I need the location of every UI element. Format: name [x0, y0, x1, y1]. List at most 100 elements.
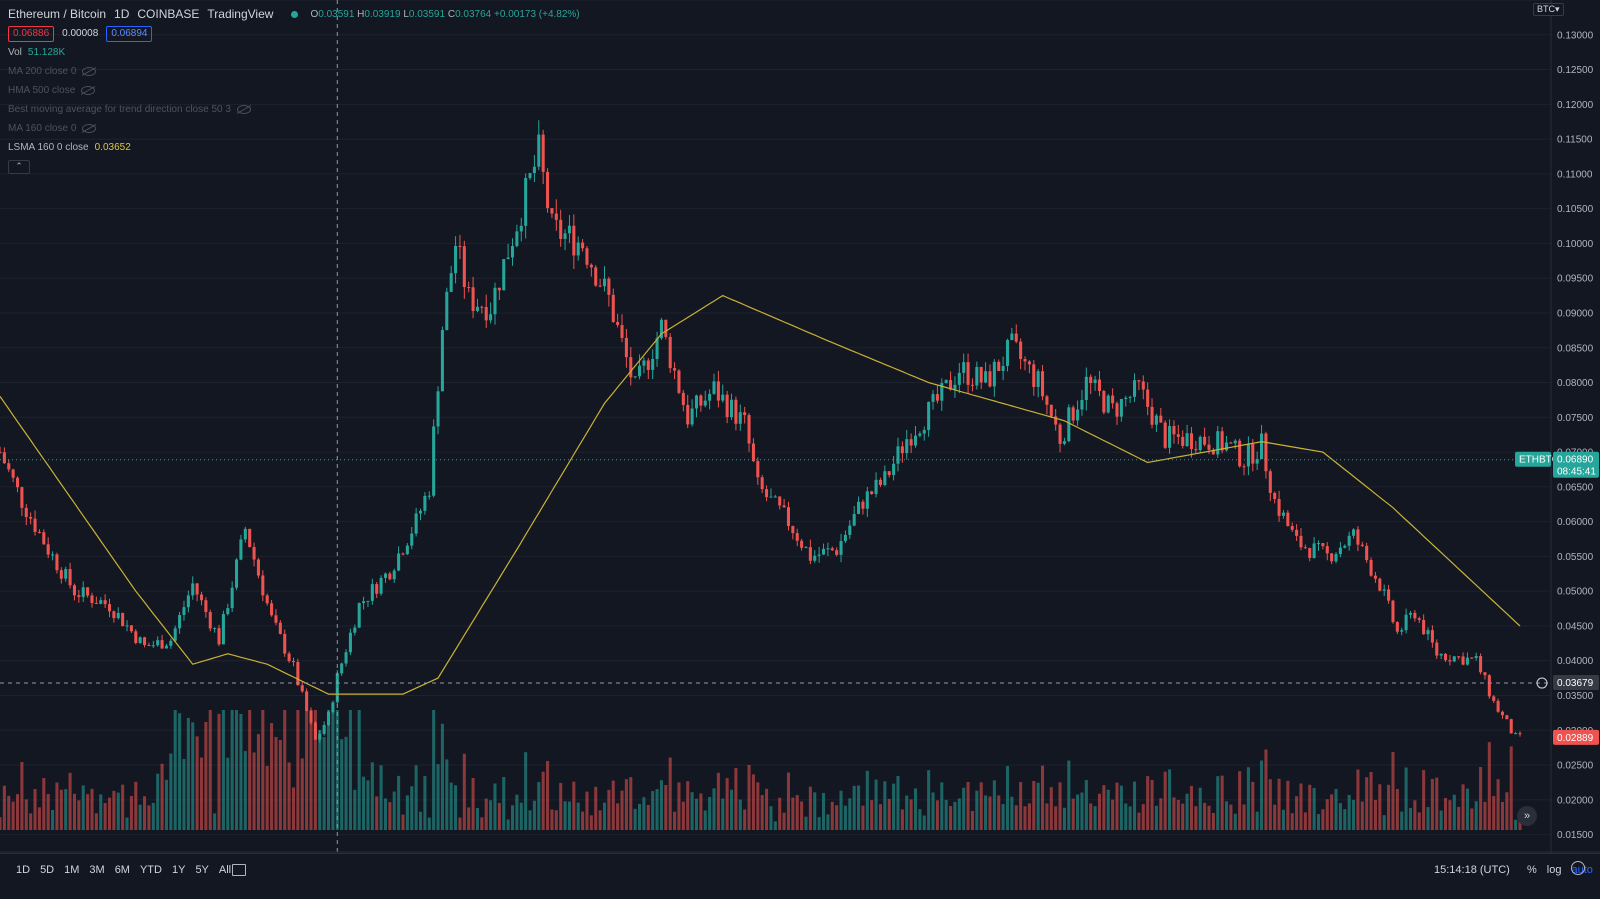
candle-body — [375, 584, 379, 594]
candle-body — [572, 225, 576, 256]
percent-scale-toggle[interactable]: % — [1527, 864, 1537, 876]
candle-body — [1251, 443, 1255, 464]
volume-bar — [984, 795, 988, 830]
utc-clock[interactable]: 15:14:18 (UTC) — [1434, 864, 1510, 876]
market-status-dot-icon — [291, 11, 299, 18]
volume-bar — [773, 821, 777, 830]
range-1m[interactable]: 1M — [64, 864, 80, 876]
candle-body — [15, 477, 20, 488]
volume-bar — [633, 808, 637, 830]
indicator-best-ma[interactable]: Best moving average for trend direction … — [8, 101, 580, 118]
volume-bar — [344, 736, 348, 830]
symbol-header[interactable]: Ethereum / Bitcoin 1D COINBASE TradingVi… — [8, 6, 580, 23]
candle-body — [791, 526, 795, 534]
volume-bar — [1041, 765, 1045, 830]
candle-body — [305, 691, 309, 711]
candle-body — [11, 469, 15, 478]
candle-body — [638, 365, 642, 377]
volume-bar — [143, 796, 147, 830]
candle-body — [1084, 376, 1088, 400]
scroll-to-realtime-button[interactable]: » — [1517, 806, 1537, 826]
candle-body — [821, 548, 826, 555]
volume-bar — [134, 781, 138, 830]
indicator-lsma160[interactable]: LSMA 160 0 close 0.03652 — [8, 142, 131, 153]
lsma-price-tag — [1553, 729, 1599, 745]
eye-hidden-icon[interactable] — [236, 105, 251, 114]
candle-body — [1049, 404, 1053, 417]
price-tick-label: 0.09000 — [1557, 308, 1594, 319]
volume-bar — [1102, 785, 1106, 830]
volume-bar — [64, 789, 68, 830]
volume-bar — [962, 787, 966, 830]
candle-body — [506, 257, 510, 260]
goto-date-icon[interactable] — [232, 864, 246, 876]
candle-body — [427, 495, 431, 497]
volume-bar — [1163, 771, 1167, 830]
sell-price-button[interactable]: 0.06886 — [8, 26, 55, 42]
candle-body — [734, 399, 738, 424]
volume-bar — [291, 787, 296, 830]
price-axis[interactable]: 0.13000 0.12500 0.12000 0.11500 0.11000 0.105… — [1557, 30, 1594, 841]
volume-bar — [445, 759, 449, 830]
volume-bar — [1444, 797, 1448, 830]
candle-body — [138, 637, 142, 643]
volume-bar — [616, 803, 620, 830]
volume-bar — [331, 710, 335, 830]
candle-body — [471, 287, 475, 311]
candle-body — [1076, 409, 1080, 421]
candle-body — [1176, 434, 1180, 437]
indicator-vol[interactable]: Vol 51.128K — [8, 47, 66, 58]
candle-body — [502, 259, 506, 291]
indicator-ma160[interactable]: MA 160 close 0 — [8, 120, 580, 137]
collapse-legend-button[interactable]: ⌃ — [8, 160, 30, 174]
candle-body — [1479, 655, 1483, 673]
buy-price-button[interactable]: 0.06894 — [106, 26, 153, 42]
candle-body — [1146, 389, 1150, 407]
add-alert-plus-icon[interactable] — [1536, 677, 1548, 689]
volume-bar — [454, 785, 458, 830]
range-all[interactable]: All — [218, 864, 232, 876]
interval[interactable]: 1D — [114, 7, 130, 21]
candle-body — [887, 471, 891, 476]
candle-body — [1229, 442, 1233, 444]
indicator-hma500[interactable]: HMA 500 close — [8, 82, 580, 99]
log-scale-toggle[interactable]: log — [1546, 864, 1562, 876]
volume-bar — [493, 783, 497, 830]
volume-bar — [265, 765, 269, 830]
candle-body — [143, 637, 147, 646]
candle-body — [664, 319, 668, 337]
settings-gear-icon[interactable] — [1571, 861, 1585, 875]
candle-body — [230, 587, 234, 609]
symbol-name[interactable]: Ethereum / Bitcoin — [8, 7, 107, 21]
candle-body — [1413, 612, 1417, 619]
range-1y[interactable]: 1Y — [171, 864, 186, 876]
candle-body — [1343, 545, 1347, 548]
volume-bar — [348, 710, 352, 830]
candle-body — [99, 600, 103, 604]
candle-body — [585, 248, 589, 265]
candle-body — [340, 663, 344, 674]
eye-hidden-icon[interactable] — [82, 124, 97, 133]
volume-bar — [375, 796, 379, 830]
price-tick-label: 0.04500 — [1557, 621, 1594, 632]
range-5d[interactable]: 5D — [40, 864, 55, 876]
candle-body — [121, 612, 125, 627]
candle-body — [1391, 600, 1395, 623]
volume-bar — [458, 817, 462, 830]
currency-button[interactable]: BTC▾ — [1533, 3, 1564, 16]
range-6m[interactable]: 6M — [114, 864, 130, 876]
volume-bar — [296, 710, 300, 830]
volume-bar — [865, 770, 869, 830]
candle-body — [1067, 407, 1071, 442]
range-5y[interactable]: 5Y — [195, 864, 209, 876]
volume-bar — [129, 795, 133, 830]
eye-hidden-icon[interactable] — [81, 86, 96, 95]
candle-body — [830, 548, 834, 551]
eye-hidden-icon[interactable] — [82, 67, 97, 76]
range-3m[interactable]: 3M — [89, 864, 105, 876]
volume-bar — [1365, 777, 1369, 830]
range-ytd[interactable]: YTD — [139, 864, 162, 876]
volume-bar — [1220, 775, 1224, 830]
indicator-ma200[interactable]: MA 200 close 0 — [8, 63, 580, 80]
range-1d[interactable]: 1D — [16, 864, 31, 876]
